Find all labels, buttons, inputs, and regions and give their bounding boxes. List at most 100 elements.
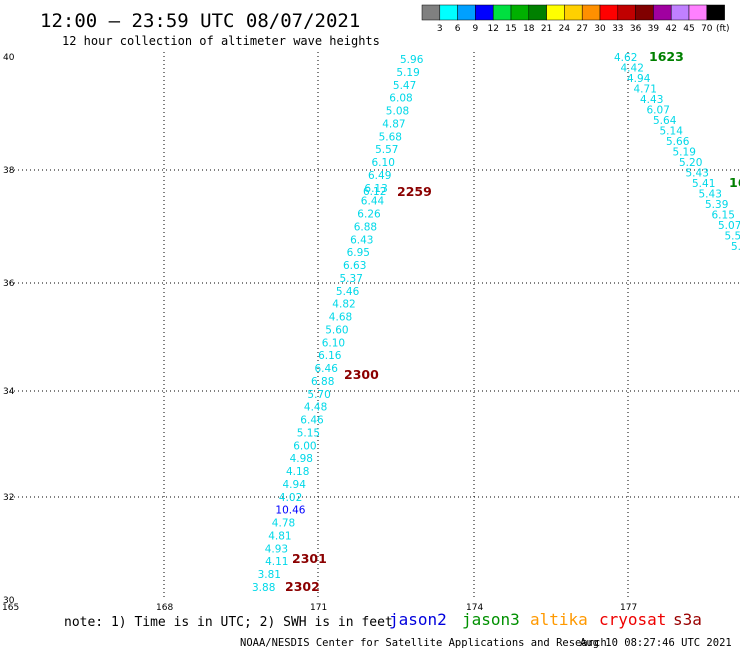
longitude-tick: 177 [620, 603, 637, 613]
wave-height-label: 5.46 [336, 286, 360, 298]
legend-label: 6 [455, 24, 461, 34]
footer-note: note: 1) Time is in UTC; 2) SWH is in fe… [64, 615, 393, 630]
time-label: 2302 [285, 579, 320, 594]
wave-height-label: 5.43 [686, 168, 709, 180]
wave-height-label: 4.18 [286, 466, 309, 478]
legend-swatch [599, 4, 619, 21]
legend-unit: (ft) [716, 24, 730, 34]
time-label: 16 [729, 175, 740, 190]
map-title: 12:00 – 23:59 UTC 08/07/2021 [40, 10, 360, 32]
wave-height-label: 5. [731, 241, 740, 253]
wave-height-label: 5.5 [725, 231, 740, 243]
longitude-tick: 165 [2, 603, 19, 613]
legend-label: 42 [665, 24, 676, 34]
legend-swatch [492, 4, 512, 21]
wave-height-label: 5.43 [699, 189, 722, 201]
legend-swatch [421, 4, 441, 21]
legend-swatch [439, 4, 458, 21]
latitude-tick: 38 [3, 166, 15, 176]
wave-height-label: 4.82 [332, 299, 355, 311]
latitude-tick: 32 [3, 493, 14, 503]
legend-swatch [617, 4, 636, 21]
wave-height-label: 5.66 [666, 136, 690, 148]
wave-height-label: 4.94 [283, 479, 307, 491]
legend-swatch [546, 4, 565, 21]
longitude-tick: 174 [466, 603, 483, 613]
legend-swatch [688, 4, 708, 21]
wave-height-label: 5.39 [705, 199, 728, 211]
latitude-tick: 36 [3, 279, 15, 289]
wave-height-label: 6.49 [368, 170, 391, 182]
wave-height-label: 6.08 [389, 93, 412, 105]
wave-height-label: 4.93 [265, 543, 288, 555]
wave-height-label: 6.44 [361, 196, 385, 208]
longitude-tick: 171 [310, 603, 327, 613]
wave-height-label: 4.68 [329, 312, 352, 324]
wave-height-label: 5.19 [673, 147, 696, 159]
wave-height-label: 5.14 [660, 126, 684, 138]
legend-label: 30 [594, 24, 606, 34]
legend-label: 70 [701, 24, 713, 34]
sat-cryosat-label: cryosat [599, 610, 666, 629]
wave-height-label: 5.19 [396, 67, 419, 79]
color-legend: 3 6 9 12 15 18 21 24 27 30 33 36 39 42 45 70 (ft) [421, 4, 730, 34]
wave-height-label: 4.43 [640, 94, 663, 106]
legend-label: 3 [437, 24, 443, 34]
legend-label: 36 [630, 24, 642, 34]
legend-swatch [635, 4, 654, 21]
wave-height-label: 5.47 [393, 80, 416, 92]
sat-altika-label: altika [530, 610, 588, 629]
wave-height-label: 6.63 [343, 260, 366, 272]
legend-label: 33 [612, 24, 623, 34]
wave-height-label: 5.60 [325, 324, 348, 336]
footer: note: 1) Time is in UTC; 2) SWH is in fe… [64, 610, 732, 649]
wave-height-label: 6.13 [364, 183, 387, 195]
legend-swatch [564, 4, 583, 21]
wave-height-label: 6.15 [712, 210, 735, 222]
legend-swatch [510, 4, 530, 21]
wave-height-label: 3.81 [258, 569, 281, 581]
map-subtitle: 12 hour collection of altimeter wave hei… [62, 34, 380, 48]
latitude-tick: 30 [3, 596, 15, 606]
wave-height-label: 6.88 [354, 221, 377, 233]
wave-height-label: 5.64 [653, 115, 677, 127]
sat-jason3-label: jason3 [462, 610, 520, 629]
wave-height-label: 6.46 [300, 415, 324, 427]
wave-height-label: 6.95 [347, 247, 370, 259]
wave-height-label: 10.46 [275, 505, 305, 517]
wave-height-label: 6.46 [315, 363, 339, 375]
latitude-tick: 40 [3, 53, 15, 63]
timestamp-text: Aug 10 08:27:46 UTC 2021 [580, 637, 732, 649]
wave-height-label: 5.20 [679, 157, 702, 169]
legend-swatch [581, 4, 601, 21]
legend-label: 21 [541, 24, 552, 34]
wave-height-label: 4.94 [627, 73, 651, 85]
wave-height-label: 5.68 [379, 131, 402, 143]
legend-label: 15 [505, 24, 516, 34]
legend-swatch [475, 4, 494, 21]
wave-height-label: 4.78 [272, 518, 295, 530]
wave-height-label: 5.57 [375, 144, 398, 156]
wave-height-label: 5.96 [400, 54, 424, 66]
wave-height-label: 3.88 [252, 582, 275, 594]
wave-height-label: 5.15 [297, 428, 320, 440]
legend-label: 24 [559, 24, 571, 34]
time-label: 2259 [397, 184, 432, 199]
wave-height-label: 5.07 [718, 220, 740, 232]
wave-height-label: 6.07 [647, 105, 670, 117]
legend-label: 39 [648, 24, 660, 34]
wave-height-label: 4.62 [614, 52, 637, 64]
wave-height-label: 6.16 [318, 350, 342, 362]
legend-swatch [457, 4, 476, 21]
wave-height-label: 4.81 [268, 531, 291, 543]
wave-height-label: 6.12 [363, 186, 386, 198]
time-label: 1623 [649, 49, 684, 64]
wave-height-label: 4.98 [290, 453, 313, 465]
wave-height-label: 6.00 [293, 440, 316, 452]
latitude-tick: 34 [3, 387, 15, 397]
wave-height-label: 4.02 [279, 492, 302, 504]
wave-height-label: 6.10 [372, 157, 395, 169]
wave-height-label: 4.87 [382, 118, 405, 130]
legend-label: 12 [487, 24, 498, 34]
